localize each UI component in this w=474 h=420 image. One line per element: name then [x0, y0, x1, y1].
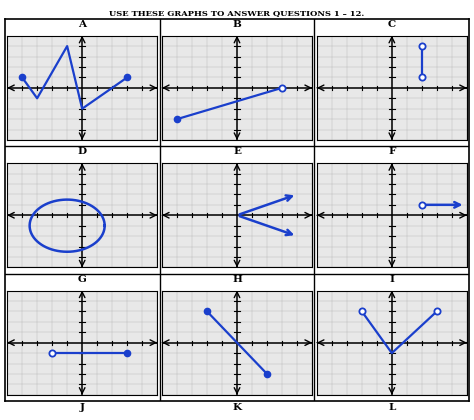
Text: A: A	[78, 20, 86, 29]
Text: K: K	[232, 403, 242, 412]
Text: C: C	[388, 20, 396, 29]
Text: L: L	[388, 403, 395, 412]
Text: E: E	[233, 147, 241, 156]
Text: G: G	[78, 275, 87, 284]
Text: USE THESE GRAPHS TO ANSWER QUESTIONS 1 – 12.: USE THESE GRAPHS TO ANSWER QUESTIONS 1 –…	[109, 9, 365, 17]
Text: D: D	[78, 147, 87, 156]
Text: I: I	[389, 275, 394, 284]
Text: J: J	[80, 403, 85, 412]
Text: H: H	[232, 275, 242, 284]
Text: F: F	[388, 147, 395, 156]
Text: B: B	[233, 20, 241, 29]
